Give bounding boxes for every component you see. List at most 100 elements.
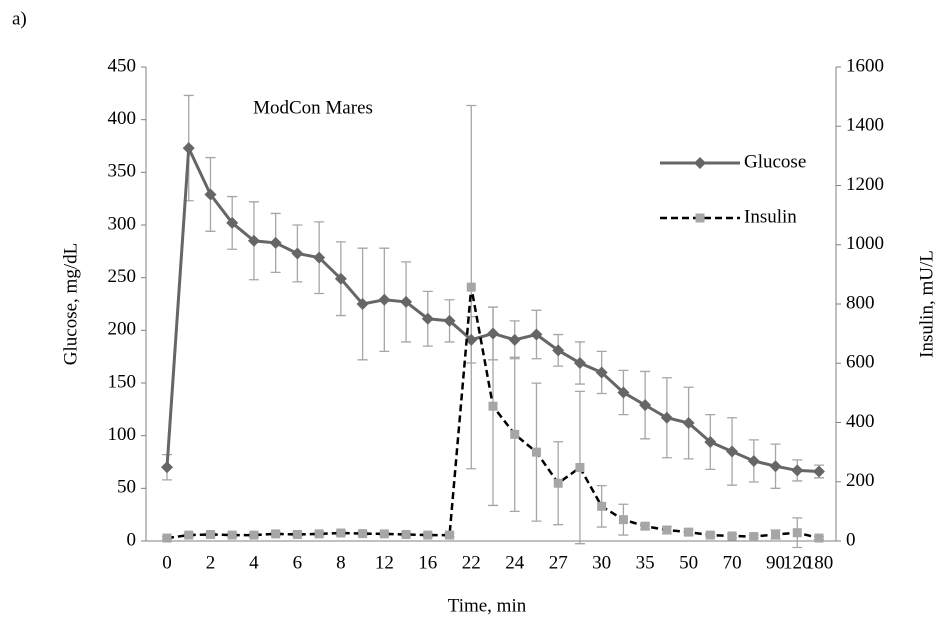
y2-tick-label: 1400	[846, 115, 884, 136]
marker	[488, 401, 498, 411]
marker	[487, 327, 499, 340]
marker	[662, 525, 672, 535]
marker	[575, 463, 585, 473]
marker	[640, 521, 650, 531]
y-tick-label: 50	[117, 477, 136, 498]
y-tick-label: 100	[108, 424, 137, 445]
marker	[749, 532, 759, 542]
legend-marker	[694, 157, 706, 169]
marker	[684, 527, 694, 537]
y2-tick-label: 200	[846, 470, 875, 491]
marker	[356, 298, 369, 310]
marker	[618, 515, 628, 525]
marker	[247, 234, 260, 247]
y-tick-label: 300	[108, 213, 137, 234]
y-tick-label: 250	[108, 266, 137, 287]
marker	[530, 328, 543, 341]
marker	[291, 247, 304, 260]
marker	[292, 529, 302, 539]
x-axis-label: Time, min	[448, 595, 527, 616]
marker	[182, 142, 195, 155]
marker	[814, 533, 824, 543]
x-tick-label: 50	[679, 552, 698, 573]
y2-tick-label: 1600	[846, 55, 884, 76]
legend-marker	[695, 213, 705, 223]
marker	[423, 530, 433, 540]
marker	[358, 529, 368, 539]
marker	[727, 531, 737, 541]
marker	[379, 529, 389, 539]
y2-tick-label: 800	[846, 292, 875, 313]
marker	[465, 333, 478, 346]
marker	[271, 529, 281, 539]
marker	[466, 282, 476, 292]
x-tick-label: 8	[336, 552, 346, 573]
marker	[705, 530, 715, 540]
marker	[617, 386, 630, 399]
x-tick-label: 12	[375, 552, 394, 573]
x-tick-label: 0	[162, 552, 172, 573]
marker	[508, 333, 521, 346]
marker	[336, 528, 346, 538]
x-tick-label: 35	[636, 552, 655, 573]
marker	[639, 399, 652, 412]
marker	[204, 188, 217, 201]
marker	[660, 411, 673, 424]
x-tick-label: 16	[418, 552, 437, 573]
marker	[400, 295, 413, 308]
y2-tick-label: 0	[846, 529, 856, 550]
y-tick-label: 400	[108, 108, 137, 129]
y-axis-label: Glucose, mg/dL	[60, 243, 81, 365]
marker	[813, 465, 825, 478]
marker	[269, 236, 282, 249]
marker	[161, 461, 173, 474]
x-tick-label: 180	[805, 552, 834, 573]
marker	[792, 528, 802, 538]
y-tick-label: 350	[108, 161, 137, 182]
marker	[334, 272, 347, 285]
x-tick-label: 90	[766, 552, 785, 573]
y-tick-label: 0	[127, 529, 137, 550]
panel-label: a)	[12, 8, 27, 29]
x-tick-label: 70	[723, 552, 742, 573]
annotation: ModCon Mares	[253, 97, 373, 118]
x-tick-label: 120	[783, 552, 812, 573]
legend-label: Glucose	[744, 151, 806, 172]
x-tick-label: 2	[206, 552, 216, 573]
marker	[184, 530, 194, 540]
marker	[573, 356, 586, 369]
marker	[682, 417, 695, 430]
marker	[227, 530, 237, 540]
y2-tick-label: 1200	[846, 174, 884, 195]
x-tick-label: 4	[249, 552, 259, 573]
marker	[791, 464, 804, 477]
marker	[205, 529, 215, 539]
marker	[421, 312, 434, 325]
marker	[769, 460, 782, 473]
marker	[531, 447, 541, 457]
marker	[595, 366, 608, 379]
marker	[378, 293, 391, 306]
x-tick-label: 22	[462, 552, 481, 573]
x-tick-label: 6	[293, 552, 303, 573]
marker	[162, 533, 172, 543]
marker	[771, 529, 781, 539]
y2-axis-label: Insulin, mU/L	[916, 250, 937, 358]
y2-tick-label: 600	[846, 352, 875, 373]
y-tick-label: 150	[108, 371, 137, 392]
marker	[313, 251, 326, 264]
marker	[747, 454, 760, 467]
marker	[443, 314, 456, 327]
legend-label: Insulin	[744, 206, 797, 227]
marker	[401, 529, 411, 539]
y-tick-label: 450	[108, 55, 137, 76]
marker	[445, 530, 455, 540]
marker	[249, 530, 259, 540]
x-tick-label: 24	[505, 552, 525, 573]
y2-tick-label: 1000	[846, 233, 884, 254]
y-tick-label: 200	[108, 319, 137, 340]
marker	[226, 216, 239, 229]
marker	[553, 478, 563, 488]
x-tick-label: 27	[549, 552, 568, 573]
